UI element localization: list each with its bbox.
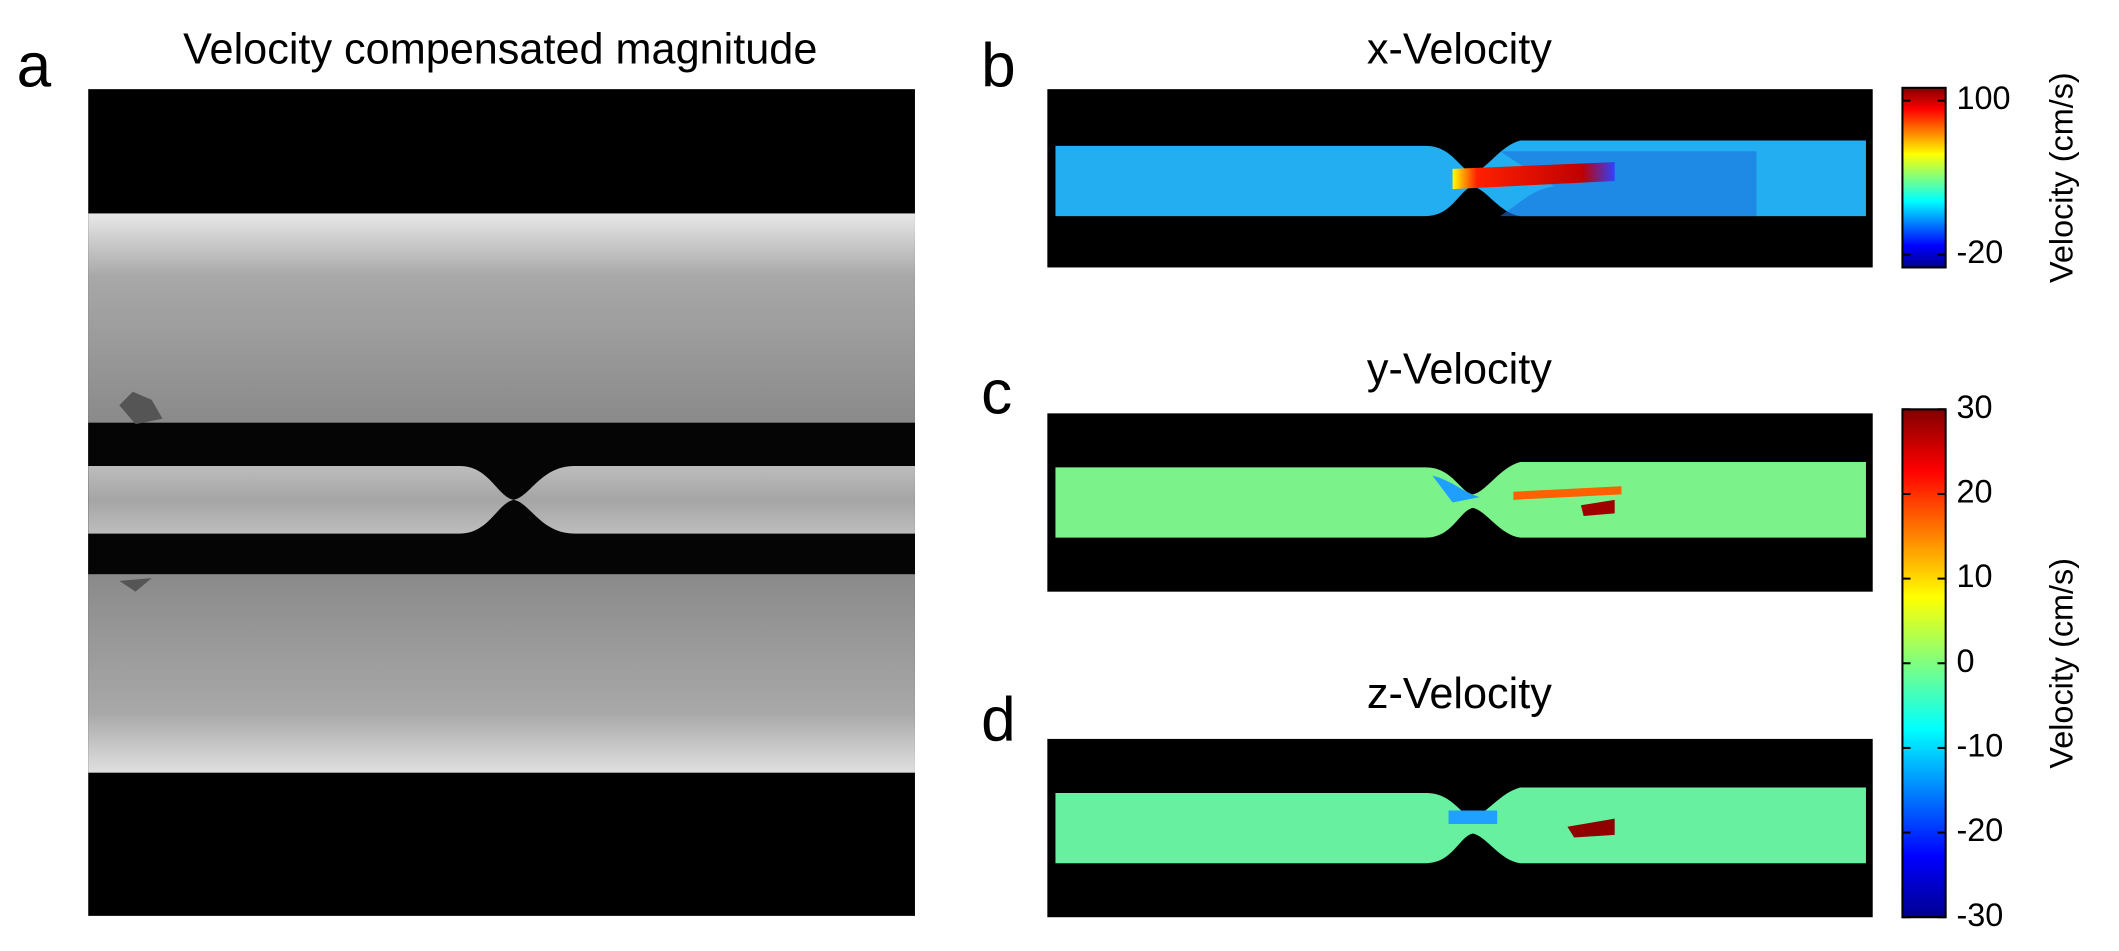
panel-title: x-Velocity: [1367, 25, 1552, 73]
panel-label: d: [981, 685, 1016, 754]
colorbar: -20 100 Velocity (cm/s): [1901, 72, 2080, 283]
tick-label: -20: [1956, 234, 2003, 270]
panel-title: Velocity compensated magnitude: [183, 25, 817, 73]
tick-label: -10: [1956, 727, 2003, 763]
panel-title: y-Velocity: [1367, 346, 1552, 394]
tick-label: 30: [1956, 389, 1992, 425]
velocity-map: [1047, 413, 1873, 592]
tick-label: -30: [1956, 897, 2003, 933]
panel-label: a: [17, 31, 52, 100]
velocity-map: [1047, 89, 1873, 268]
tick-label: 20: [1956, 474, 1992, 510]
velocity-map: [1047, 738, 1873, 918]
panel-label: c: [981, 358, 1012, 427]
panel-label: b: [981, 31, 1016, 100]
colorbar-label: Velocity (cm/s): [2044, 558, 2080, 769]
colorbar-label: Velocity (cm/s): [2044, 72, 2080, 283]
tick-label: 100: [1956, 80, 2010, 116]
tick-label: -20: [1956, 812, 2003, 848]
tick-label: 10: [1956, 558, 1992, 594]
magnitude-image: [88, 89, 915, 916]
tick-label: 0: [1956, 643, 1974, 679]
colorbar: -30 -20 -10 0 10 20 30 Velocity (cm/s): [1901, 389, 2080, 933]
panel-title: z-Velocity: [1367, 670, 1552, 718]
